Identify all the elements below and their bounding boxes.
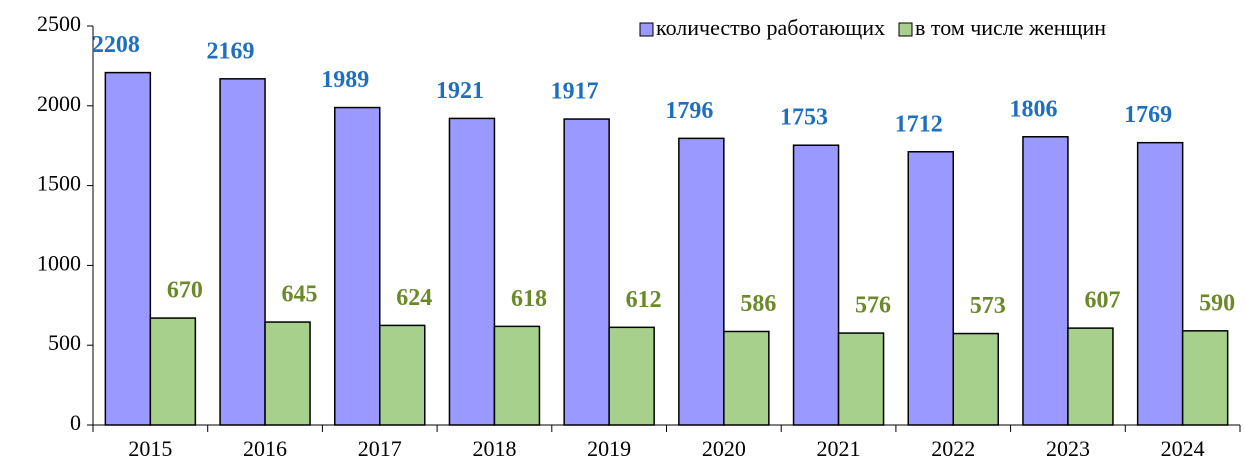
value-label: 1806 xyxy=(1009,96,1057,122)
bar xyxy=(723,330,770,426)
legend-swatch xyxy=(898,22,913,37)
bar xyxy=(952,332,999,426)
y-tick-label: 1000 xyxy=(37,250,81,275)
value-label: 586 xyxy=(740,291,776,317)
bar xyxy=(563,118,610,426)
bar xyxy=(792,144,840,426)
bar xyxy=(149,317,197,426)
x-tick-label: 2019 xyxy=(587,436,631,461)
value-label: 612 xyxy=(626,287,662,313)
value-label: 618 xyxy=(511,286,547,312)
y-tick-label: 1500 xyxy=(37,171,81,196)
value-label: 2169 xyxy=(207,38,255,64)
value-label: 1769 xyxy=(1124,102,1172,128)
x-tick-label: 2018 xyxy=(472,436,516,461)
value-label: 576 xyxy=(855,293,891,319)
bar xyxy=(493,325,541,426)
legend-label: количество работающих xyxy=(656,15,885,40)
legend-swatch xyxy=(639,22,654,37)
value-label: 1921 xyxy=(436,78,484,104)
x-tick-label: 2024 xyxy=(1161,436,1205,461)
value-label: 1753 xyxy=(780,105,828,131)
value-label: 670 xyxy=(167,278,203,304)
x-tick-label: 2023 xyxy=(1046,436,1090,461)
bar xyxy=(1181,330,1229,426)
legend-label: в том числе женщин xyxy=(915,15,1106,40)
bar xyxy=(379,324,426,426)
value-label: 624 xyxy=(396,285,432,311)
value-label: 607 xyxy=(1084,288,1120,314)
y-tick-label: 500 xyxy=(48,330,81,355)
bar xyxy=(219,78,266,426)
x-tick-label: 2017 xyxy=(358,436,402,461)
y-tick-label: 0 xyxy=(70,410,81,435)
bar xyxy=(264,321,311,426)
x-tick-label: 2022 xyxy=(931,436,975,461)
bar xyxy=(104,71,152,426)
bar xyxy=(608,326,655,426)
value-label: 1917 xyxy=(551,79,599,105)
x-tick-label: 2016 xyxy=(243,436,287,461)
bar xyxy=(334,106,381,426)
bar xyxy=(1067,327,1114,426)
value-label: 645 xyxy=(282,282,318,308)
value-label: 590 xyxy=(1199,290,1235,316)
bar xyxy=(678,137,725,426)
bar xyxy=(448,117,496,426)
y-tick-label: 2000 xyxy=(37,91,81,116)
x-tick-label: 2015 xyxy=(128,436,172,461)
y-tick-label: 2500 xyxy=(37,11,81,36)
x-tick-label: 2020 xyxy=(702,436,746,461)
bar xyxy=(837,332,885,426)
bar xyxy=(1136,141,1184,426)
value-label: 1989 xyxy=(321,67,369,93)
value-label: 2208 xyxy=(92,32,140,58)
value-label: 573 xyxy=(970,293,1006,319)
bar xyxy=(1022,136,1069,426)
value-label: 1796 xyxy=(665,98,713,124)
bar xyxy=(907,151,954,426)
x-tick-label: 2021 xyxy=(817,436,861,461)
value-label: 1712 xyxy=(895,111,943,137)
